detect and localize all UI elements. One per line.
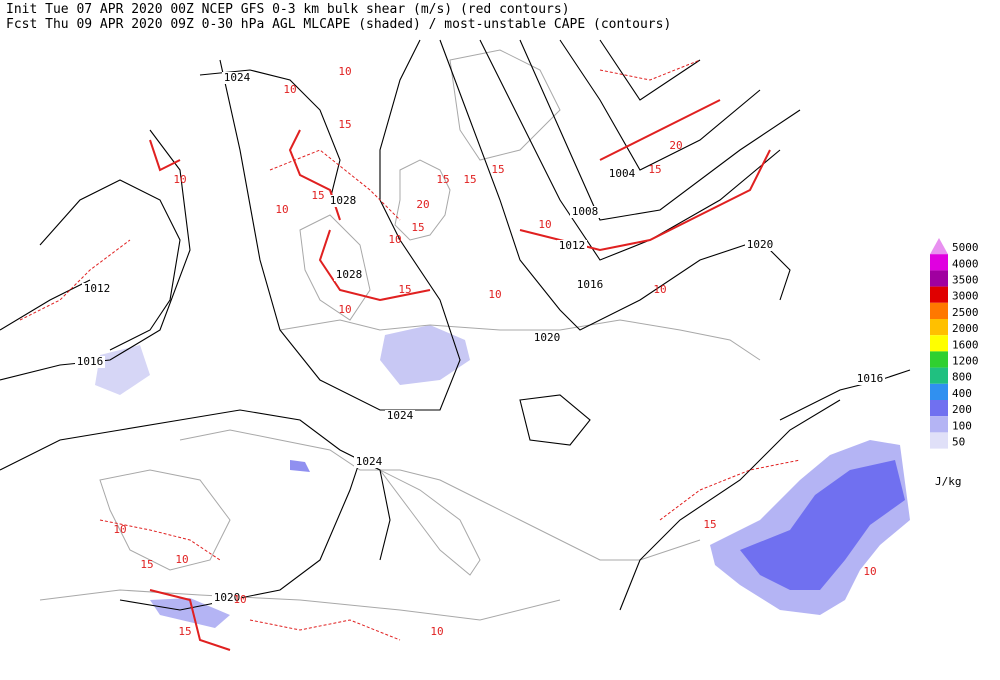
label-bg bbox=[354, 456, 384, 468]
legend-label: 200 bbox=[952, 403, 972, 416]
label-bg bbox=[222, 72, 252, 84]
shear-label: 10 bbox=[388, 233, 401, 246]
shear-label: 15 bbox=[491, 163, 504, 176]
shear-label: 10 bbox=[233, 593, 246, 606]
shear-label: 10 bbox=[338, 303, 351, 316]
shear-label: 15 bbox=[703, 518, 716, 531]
pressure-label: 1020 bbox=[747, 238, 774, 251]
shear-label: 10 bbox=[113, 523, 126, 536]
pressure-label: 1020 bbox=[534, 331, 561, 344]
pressure-label: 1028 bbox=[336, 268, 363, 281]
legend-label: 2000 bbox=[952, 322, 979, 335]
shear-label: 15 bbox=[140, 558, 153, 571]
legend-swatch bbox=[930, 432, 948, 449]
legend-swatch bbox=[930, 302, 948, 319]
label-bg bbox=[570, 206, 600, 218]
label-bg bbox=[607, 168, 637, 180]
label-bg bbox=[385, 410, 415, 422]
legend-label: 50 bbox=[952, 436, 965, 449]
shear-label: 15 bbox=[436, 173, 449, 186]
shear-label: 15 bbox=[311, 189, 324, 202]
shear-label: 15 bbox=[178, 625, 191, 638]
cape-shading bbox=[95, 325, 910, 628]
label-bg bbox=[212, 592, 242, 604]
legend-swatch bbox=[930, 270, 948, 287]
legend: 5000 4000 3500 3000 2500 2000 1600 1200 800 400 20… bbox=[930, 238, 979, 488]
legend-swatch bbox=[930, 254, 948, 271]
header-line: Init Tue 07 APR 2020 00Z NCEP GFS 0-3 km… bbox=[6, 2, 570, 17]
label-bg bbox=[855, 373, 885, 385]
legend-label: 4000 bbox=[952, 257, 979, 270]
legend-label: 1200 bbox=[952, 355, 979, 368]
shear-label: 15 bbox=[648, 163, 661, 176]
pressure-label: 1024 bbox=[387, 409, 414, 422]
shear-label: 10 bbox=[863, 565, 876, 578]
label-bg bbox=[532, 332, 562, 344]
legend-label: 100 bbox=[952, 419, 972, 432]
shear-label: 15 bbox=[398, 283, 411, 296]
pressure-label: 1024 bbox=[356, 455, 383, 468]
legend-swatch bbox=[930, 319, 948, 336]
shear-label: 10 bbox=[283, 83, 296, 96]
label-bg bbox=[82, 283, 112, 295]
label-bg bbox=[334, 269, 364, 281]
pressure-label: 1016 bbox=[577, 278, 604, 291]
legend-label: 1600 bbox=[952, 338, 979, 351]
legend-unit: J/kg bbox=[935, 475, 962, 488]
pressure-label: 1020 bbox=[214, 591, 241, 604]
legend-label: 800 bbox=[952, 371, 972, 384]
legend-swatch bbox=[930, 416, 948, 433]
shear-label: 10 bbox=[173, 173, 186, 186]
legend-label: 3500 bbox=[952, 274, 979, 287]
legend-swatch bbox=[930, 238, 948, 255]
pressure-label: 1012 bbox=[84, 282, 111, 295]
shear-label: 10 bbox=[488, 288, 501, 301]
legend-label: 3000 bbox=[952, 290, 979, 303]
shear-label: 20 bbox=[669, 139, 682, 152]
legend-label: 5000 bbox=[952, 241, 979, 254]
shear-label: 10 bbox=[338, 65, 351, 78]
coastlines bbox=[39, 49, 761, 621]
legend-swatch bbox=[930, 367, 948, 384]
label-bg bbox=[557, 240, 587, 252]
shear-label: 10 bbox=[538, 218, 551, 231]
legend-swatch bbox=[930, 335, 948, 352]
legend-swatch bbox=[930, 351, 948, 368]
pressure-label: 1004 bbox=[609, 167, 636, 180]
pressure-label: 1016 bbox=[857, 372, 884, 385]
label-bg bbox=[328, 195, 358, 207]
label-bg bbox=[575, 279, 605, 291]
shear-label: 10 bbox=[275, 203, 288, 216]
pressure-label: 1024 bbox=[224, 71, 251, 84]
pressure-label: 1012 bbox=[559, 239, 586, 252]
pressure-label: 1016 bbox=[77, 355, 104, 368]
legend-swatch bbox=[930, 383, 948, 400]
shear-contours bbox=[19, 59, 801, 651]
label-bg bbox=[745, 239, 775, 251]
shear-label: 10 bbox=[430, 625, 443, 638]
label-bg bbox=[75, 356, 105, 368]
shear-label: 20 bbox=[416, 198, 429, 211]
shear-label: 10 bbox=[653, 283, 666, 296]
shear-label: 10 bbox=[175, 553, 188, 566]
legend-label: 400 bbox=[952, 387, 972, 400]
legend-swatch bbox=[930, 400, 948, 417]
shear-label: 15 bbox=[338, 118, 351, 131]
header-line: Fcst Thu 09 APR 2020 09Z 0-30 hPa AGL ML… bbox=[6, 17, 671, 32]
legend-swatch bbox=[930, 286, 948, 303]
shear-label: 15 bbox=[463, 173, 476, 186]
shear-label: 15 bbox=[411, 221, 424, 234]
pressure-contours bbox=[0, 39, 911, 611]
legend-label: 2500 bbox=[952, 306, 979, 319]
pressure-label: 1028 bbox=[330, 194, 357, 207]
pressure-label: 1008 bbox=[572, 205, 599, 218]
